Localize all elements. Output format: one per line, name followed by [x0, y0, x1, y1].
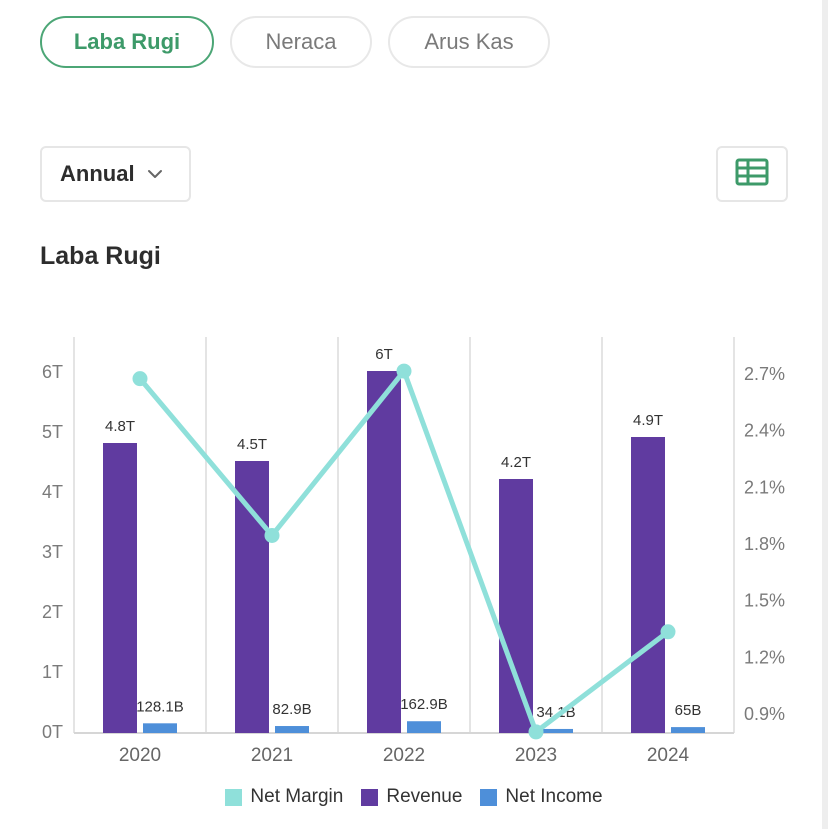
- bar-revenue: [103, 443, 137, 733]
- legend-item-net-margin: Net Margin: [225, 786, 343, 808]
- y-tick-right: 1.8%: [744, 534, 785, 554]
- section-title: Laba Rugi: [40, 242, 161, 270]
- y-tick-right: 0.9%: [744, 704, 785, 724]
- legend-label-net-income: Net Income: [505, 786, 603, 807]
- legend-item-revenue: Revenue: [361, 786, 462, 808]
- bar-revenue: [235, 461, 269, 733]
- legend-swatch-net-income: [480, 788, 498, 806]
- x-tick-label: 2024: [647, 745, 690, 766]
- point-net-margin: [264, 527, 280, 543]
- data-label-net-income: 128.1B: [136, 698, 184, 715]
- y-tick-right: 2.1%: [744, 477, 785, 497]
- point-net-margin: [396, 363, 412, 379]
- legend-label-net-margin: Net Margin: [250, 786, 344, 807]
- point-net-margin: [528, 724, 544, 740]
- y-tick-left: 5T: [42, 422, 63, 442]
- data-label-revenue: 4.2T: [501, 454, 531, 471]
- chevron-down-icon: [147, 169, 163, 179]
- data-label-revenue: 6T: [375, 346, 393, 363]
- bar-net-income: [539, 728, 573, 733]
- y-tick-right: 2.7%: [744, 364, 785, 384]
- x-tick-label: 2022: [383, 745, 425, 766]
- legend-swatch-revenue: [361, 788, 379, 806]
- x-tick-label: 2021: [251, 745, 293, 766]
- period-select-value: Annual: [60, 161, 135, 186]
- y-tick-right: 1.5%: [744, 591, 785, 611]
- y-tick-left: 0T: [42, 722, 63, 742]
- bar-revenue: [367, 371, 401, 733]
- bar-revenue: [631, 437, 665, 733]
- page-right-edge: [822, 0, 828, 829]
- data-label-revenue: 4.9T: [633, 412, 663, 429]
- income-chart: 0T 1T 2T 3T 4T 5T 6T 0.9% 1.2% 1.5% 1.8% 2.1% 2.4% 2.…: [42, 337, 785, 766]
- data-label-net-income: 82.9B: [272, 701, 311, 718]
- point-net-margin: [660, 624, 676, 640]
- bar-net-income: [143, 723, 177, 733]
- y-tick-right: 2.4%: [744, 421, 785, 441]
- table-view-button[interactable]: [716, 146, 788, 202]
- bar-net-income: [407, 721, 441, 733]
- y-tick-left: 3T: [42, 542, 63, 562]
- tab-neraca[interactable]: Neraca: [230, 16, 372, 68]
- statement-tabs: Laba Rugi Neraca Arus Kas: [40, 16, 550, 68]
- data-label-net-income: 162.9B: [400, 696, 448, 713]
- legend-label-revenue: Revenue: [386, 786, 463, 807]
- tab-laba-rugi[interactable]: Laba Rugi: [40, 16, 214, 68]
- point-net-margin: [132, 371, 148, 387]
- line-net-margin: [138, 368, 670, 735]
- bar-revenue: [499, 479, 533, 733]
- table-icon: [735, 158, 769, 191]
- tab-arus-kas[interactable]: Arus Kas: [388, 16, 550, 68]
- data-label-revenue: 4.8T: [105, 418, 135, 435]
- y-tick-right: 1.2%: [744, 647, 785, 667]
- chart-legend: Net Margin Revenue Net Income: [0, 786, 828, 808]
- bar-net-income: [671, 727, 705, 733]
- legend-item-net-income: Net Income: [480, 786, 603, 808]
- bar-net-income: [275, 726, 309, 733]
- y-tick-left: 6T: [42, 362, 63, 382]
- period-select[interactable]: Annual: [40, 146, 191, 202]
- data-label-revenue: 4.5T: [237, 436, 267, 453]
- data-label-net-income: 65B: [675, 702, 702, 719]
- y-tick-left: 1T: [42, 662, 63, 682]
- x-tick-label: 2023: [515, 745, 557, 766]
- legend-swatch-net-margin: [225, 788, 243, 806]
- y-tick-left: 2T: [42, 602, 63, 622]
- x-tick-label: 2020: [119, 745, 161, 766]
- y-tick-left: 4T: [42, 482, 63, 502]
